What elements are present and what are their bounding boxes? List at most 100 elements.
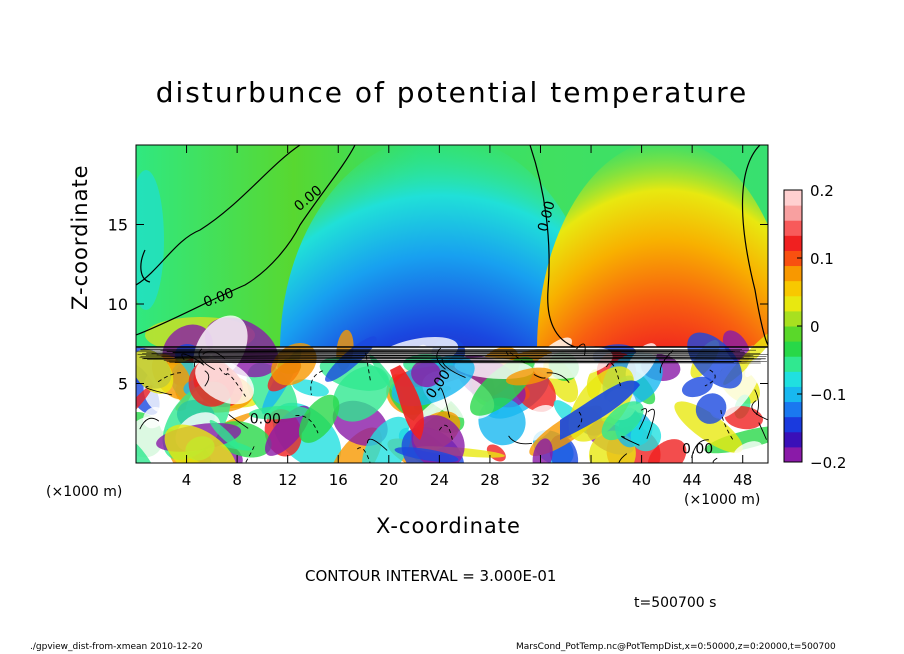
- lower-contour: [156, 372, 182, 384]
- lower-field-patch: [630, 420, 662, 452]
- colorbar-segment: [784, 190, 802, 206]
- x-tick-label: 40: [632, 471, 651, 489]
- lower-contour: [577, 411, 583, 428]
- colorbar-tick-label: 0: [810, 318, 820, 336]
- lower-field-patch: [136, 434, 159, 463]
- y-tick-label: 5: [118, 375, 128, 394]
- colorbar-tick-label: 0.1: [810, 250, 834, 268]
- x-unit-label-right: (×1000 m): [684, 492, 761, 508]
- lower-turbulent-field: [136, 315, 768, 463]
- x-axis: 4 8 12 16 20 24 28 32 36 40 44 48: [182, 145, 752, 489]
- colorbar-segment: [784, 401, 802, 418]
- lower-field-patch: [332, 365, 390, 422]
- lower-field-patch: [505, 367, 553, 386]
- interface-contour: [140, 356, 755, 359]
- lower-contour: [704, 369, 716, 387]
- interface-contour: [172, 352, 761, 354]
- x-tick-label: 48: [733, 471, 752, 489]
- colorbar-tick-label: −0.1: [810, 386, 846, 404]
- lower-field-patch: [362, 416, 412, 463]
- x-tick-label: 24: [430, 471, 449, 489]
- lower-field-patch: [681, 376, 713, 398]
- colorbar-segment: [784, 341, 802, 357]
- lower-contour: [438, 424, 454, 443]
- lower-field-patch: [674, 401, 743, 453]
- positive-anomaly-field: [537, 145, 768, 347]
- colorbar-segment: [784, 235, 802, 251]
- lower-field-patch: [248, 405, 310, 420]
- lower-contour: [204, 370, 210, 387]
- interface-contour: [146, 351, 745, 354]
- x-tick-label: 44: [683, 471, 702, 489]
- x-tick-label: 4: [182, 471, 192, 489]
- lower-positive-streak: [390, 365, 424, 440]
- interface-contour: [143, 348, 743, 350]
- lower-field-patch: [209, 419, 239, 449]
- lower-contour: [295, 415, 319, 434]
- colorbar-segment: [784, 280, 802, 297]
- colorbar-segment: [784, 371, 802, 387]
- lower-field-patch: [143, 406, 165, 429]
- lower-contour: [139, 417, 160, 430]
- colorbar-segment: [784, 205, 802, 221]
- colorbar-segment: [784, 446, 802, 463]
- lower-contour: [712, 457, 718, 463]
- lower-contour: [508, 435, 533, 445]
- lower-contour: [546, 372, 570, 384]
- colorbar-segment: [784, 265, 802, 282]
- colorbar-segment: [784, 416, 802, 433]
- lower-contour: [638, 408, 648, 430]
- lower-field-patch: [136, 349, 174, 394]
- y-tick-label: 10: [108, 295, 128, 314]
- contour-label: 0.00: [535, 199, 559, 233]
- x-tick-label: 20: [379, 471, 398, 489]
- time-label: t=500700 s: [634, 595, 717, 611]
- colorbar-tick-label: −0.2: [810, 454, 846, 472]
- lower-field-patch: [532, 438, 553, 463]
- lower-contour: [145, 385, 173, 396]
- x-tick-label: 32: [531, 471, 550, 489]
- y-axis-label: Z-coordinate: [68, 164, 92, 310]
- lower-field-patch: [394, 447, 459, 463]
- lower-contour: [691, 439, 709, 458]
- x-tick-label: 16: [329, 471, 348, 489]
- lower-field-patch: [411, 360, 442, 388]
- lower-contour: [356, 447, 371, 463]
- lower-contour: [754, 389, 759, 416]
- colorbar-segment: [784, 326, 802, 342]
- negative-anomaly-field: [280, 145, 600, 347]
- lower-contour: [758, 422, 767, 440]
- lower-contour: [606, 362, 622, 390]
- lower-field-patch: [195, 358, 255, 405]
- interface-contour: [136, 350, 735, 352]
- interface-contour: [160, 350, 734, 352]
- lower-contour: [438, 387, 451, 418]
- lower-field-patch: [164, 424, 237, 463]
- lower-contour: [720, 409, 734, 440]
- lower-field-patch: [647, 439, 687, 463]
- x-axis-label: X-coordinate: [376, 514, 521, 538]
- colorbar-segment: [784, 295, 802, 312]
- interface-contour: [161, 355, 744, 358]
- footer-command: ./gpview_dist-from-xmean 2010-12-20: [30, 642, 203, 652]
- chart-title: disturbunce of potential temperature: [155, 76, 749, 109]
- y-axis: 5 10 15: [108, 216, 768, 394]
- lower-contour: [310, 370, 323, 396]
- colorbar: 0.2 0.1 0 −0.1 −0.2: [783, 182, 846, 472]
- colorbar-segment: [784, 310, 802, 327]
- lower-field-patch: [601, 401, 644, 441]
- x-tick-label: 8: [232, 471, 242, 489]
- lower-contour: [219, 367, 229, 375]
- colorbar-segment: [784, 386, 802, 403]
- colorbar-segment: [784, 250, 802, 267]
- colorbar-segment: [784, 431, 802, 448]
- lower-contour: [751, 400, 768, 421]
- lower-contour: [646, 408, 655, 440]
- contour-label: 0.00: [682, 441, 713, 457]
- lower-field-patch: [675, 432, 718, 463]
- lower-contour: [533, 374, 546, 379]
- lower-contour: [244, 445, 255, 463]
- x-tick-label: 12: [278, 471, 297, 489]
- lower-field-patch: [265, 405, 311, 456]
